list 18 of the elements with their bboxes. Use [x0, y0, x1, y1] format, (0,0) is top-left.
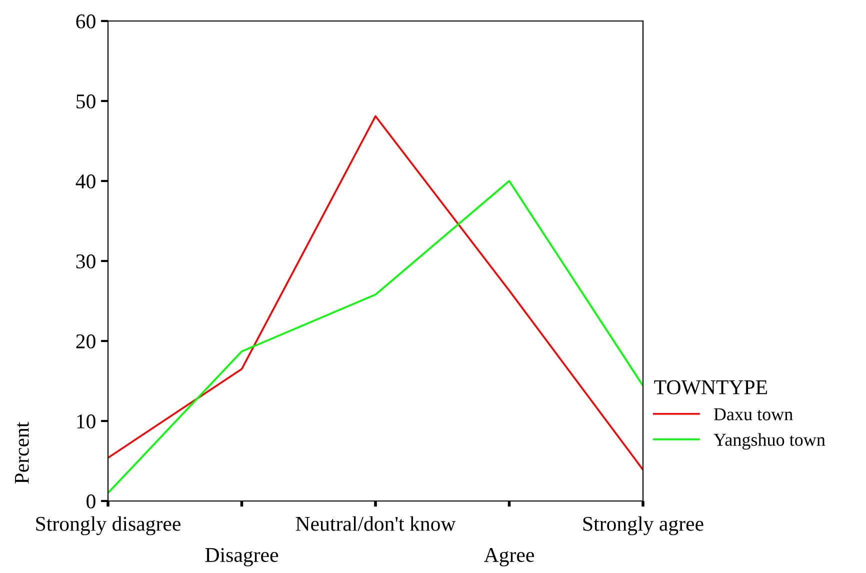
legend-label: Daxu town	[714, 408, 793, 420]
y-tick-label: 0	[86, 494, 96, 508]
x-tick-label: Strongly disagree	[36, 516, 180, 536]
line-series	[108, 180, 643, 494]
x-tick-label: Strongly agree	[583, 516, 704, 536]
y-tick-label: 60	[76, 14, 96, 28]
x-tick-label: Agree	[484, 548, 534, 566]
y-tick-label: 30	[76, 254, 96, 268]
y-tick-label: 40	[76, 174, 96, 188]
legend-title: TOWNTYPE	[654, 380, 767, 394]
y-tick-label: 50	[76, 94, 96, 108]
y-axis-title: Percent	[15, 422, 29, 484]
y-tick-label: 20	[76, 334, 96, 348]
y-tick-label: 10	[77, 414, 96, 428]
x-tick-label: Disagree	[205, 548, 278, 566]
legend-label: Yangshuo town	[714, 433, 826, 450]
x-tick-label: Neutral/don't know	[296, 516, 456, 531]
line-series	[108, 115, 643, 471]
